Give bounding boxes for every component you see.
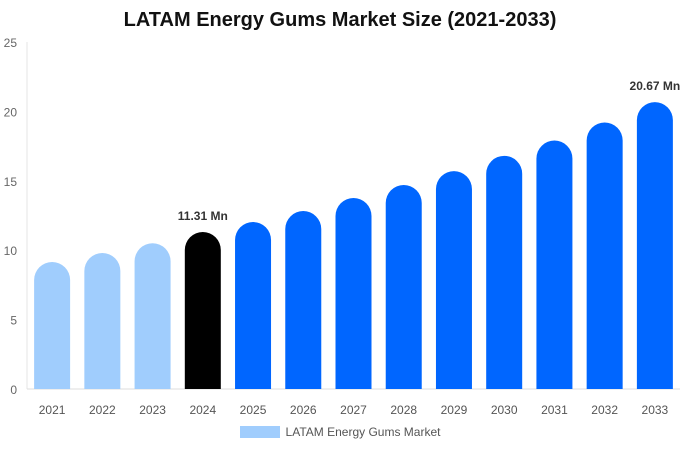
- x-tick-label: 2031: [541, 403, 568, 417]
- x-tick-label: 2028: [390, 403, 417, 417]
- x-tick-label: 2021: [39, 403, 66, 417]
- x-tick-label: 2023: [139, 403, 166, 417]
- y-tick-label: 10: [4, 244, 18, 258]
- x-tick-label: 2024: [189, 403, 216, 417]
- bar-2031: [536, 140, 573, 389]
- chart-title: LATAM Energy Gums Market Size (2021-2033…: [123, 9, 557, 31]
- bar-2028: [385, 184, 422, 389]
- y-tick-label: 25: [4, 36, 18, 50]
- bar-2022: [84, 252, 121, 389]
- y-tick-label: 20: [4, 105, 18, 119]
- x-tick-label: 2026: [290, 403, 317, 417]
- y-tick-label: 15: [4, 175, 18, 189]
- x-tick-label: 2032: [591, 403, 618, 417]
- bar-2027: [335, 198, 372, 389]
- bar-2023: [134, 243, 171, 389]
- x-tick-label: 2022: [89, 403, 116, 417]
- bar-2021: [34, 262, 71, 389]
- x-tick-label: 2029: [441, 403, 468, 417]
- y-tick-label: 0: [10, 383, 17, 397]
- y-tick-label: 5: [10, 314, 17, 328]
- x-tick-label: 2025: [240, 403, 267, 417]
- data-label: 20.67 Mn: [630, 79, 680, 93]
- bar-2030: [486, 155, 523, 389]
- x-tick-label: 2033: [642, 403, 669, 417]
- legend-swatch: [239, 426, 280, 438]
- bar-2025: [235, 222, 272, 389]
- data-label: 11.31 Mn: [178, 209, 228, 223]
- bar-2026: [285, 211, 322, 389]
- bar-2032: [586, 122, 623, 389]
- bar-2033: [636, 102, 673, 389]
- bar-2024: [184, 232, 221, 389]
- legend-label: LATAM Energy Gums Market: [285, 425, 441, 439]
- x-tick-label: 2030: [491, 403, 518, 417]
- bar-2029: [435, 171, 472, 389]
- legend: LATAM Energy Gums Market: [0, 425, 680, 439]
- x-tick-label: 2027: [340, 403, 367, 417]
